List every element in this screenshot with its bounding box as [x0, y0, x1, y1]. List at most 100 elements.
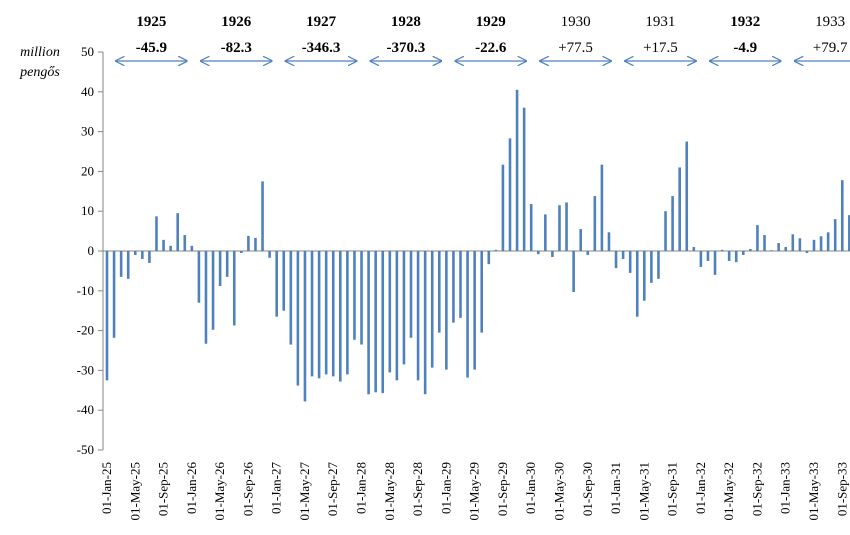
bar — [621, 251, 625, 259]
bar — [466, 251, 469, 378]
bar — [756, 225, 759, 251]
bar — [678, 167, 681, 251]
year-label: 1932 — [730, 14, 760, 30]
bar — [657, 251, 660, 279]
y-tick-label: -30 — [77, 362, 94, 377]
bar — [452, 251, 455, 323]
bar — [119, 251, 123, 277]
bar — [494, 249, 498, 251]
bar — [473, 251, 476, 370]
bar — [268, 251, 271, 258]
bar — [112, 251, 116, 338]
bar — [607, 232, 611, 251]
x-tick-label: 01-Sep-26 — [240, 462, 255, 517]
bar — [600, 164, 604, 251]
bar — [480, 251, 484, 333]
x-tick-label: 01-Jan-33 — [778, 462, 793, 514]
x-tick-label: 01-May-26 — [212, 462, 227, 521]
bar — [833, 219, 837, 251]
x-tick-label: 01-Sep-28 — [410, 462, 425, 516]
bar — [133, 251, 137, 255]
x-tick-label: 01-Sep-30 — [580, 462, 595, 516]
bar — [388, 251, 392, 373]
bar — [275, 251, 278, 317]
bar — [409, 251, 413, 338]
bar — [840, 180, 844, 251]
bar — [558, 205, 561, 251]
year-label: 1925 — [136, 14, 166, 30]
bar — [197, 251, 201, 303]
bar — [650, 251, 653, 283]
bar — [692, 247, 696, 251]
x-tick-label: 01-Jan-27 — [269, 462, 284, 514]
bar — [289, 251, 293, 345]
x-tick-label: 01-Sep-29 — [495, 462, 510, 516]
bar — [430, 251, 434, 368]
y-tick-label: 30 — [81, 124, 94, 139]
bar — [643, 251, 646, 301]
year-total: -22.6 — [475, 40, 507, 56]
year-label: 1928 — [391, 14, 421, 30]
bar — [423, 251, 427, 395]
bar — [339, 251, 342, 382]
y-tick-label: 0 — [88, 243, 95, 258]
bar — [501, 164, 505, 251]
bar — [240, 251, 243, 253]
bar — [515, 89, 519, 251]
y-tick-label: -50 — [77, 442, 94, 457]
y-tick-label: -10 — [77, 283, 94, 298]
x-tick-label: 01-Sep-32 — [749, 462, 764, 516]
year-total: +17.5 — [643, 40, 678, 56]
bar — [508, 138, 512, 251]
bar — [635, 251, 639, 317]
bar — [155, 216, 158, 251]
x-tick-label: 01-Jan-32 — [693, 462, 708, 514]
bar — [148, 251, 151, 263]
bar — [544, 214, 547, 251]
bar — [282, 251, 286, 311]
bar — [487, 251, 491, 265]
x-tick-label: 01-Jan-25 — [99, 462, 114, 514]
bar — [727, 251, 731, 261]
bar — [310, 251, 314, 377]
bar — [848, 215, 850, 251]
year-label: 1931 — [645, 14, 675, 30]
bar — [536, 251, 540, 255]
bar — [211, 251, 215, 330]
bar — [141, 251, 144, 259]
bar — [699, 251, 703, 267]
bar — [402, 251, 406, 365]
bar — [777, 243, 780, 251]
bar — [529, 204, 533, 251]
x-tick-label: 01-May-30 — [551, 462, 566, 521]
bar — [614, 251, 618, 269]
year-total: +79.7 — [813, 40, 848, 56]
y-tick-label: 40 — [81, 84, 94, 99]
y-tick-label: 20 — [81, 163, 94, 178]
x-tick-label: 01-Sep-25 — [156, 462, 171, 516]
bar — [183, 235, 187, 251]
bar — [522, 107, 526, 251]
x-tick-label: 01-Jan-30 — [523, 462, 538, 514]
bar — [685, 141, 689, 251]
bar — [586, 251, 590, 255]
bar — [360, 251, 363, 345]
bar — [381, 251, 385, 394]
bar — [416, 251, 420, 381]
x-tick-label: 01-Jan-31 — [608, 462, 623, 514]
bar — [784, 247, 788, 251]
bar — [445, 251, 448, 370]
y-axis-label: pengős — [19, 65, 60, 80]
y-axis-label: million — [20, 45, 60, 60]
bar — [225, 251, 229, 277]
x-tick-label: 01-May-25 — [127, 462, 142, 521]
x-tick-label: 01-May-31 — [636, 462, 651, 521]
bar — [706, 251, 710, 261]
x-tick-label: 01-Jan-28 — [354, 462, 369, 514]
bar — [331, 251, 335, 377]
bar — [218, 251, 222, 287]
year-label: 1930 — [561, 14, 591, 30]
x-tick-label: 01-May-29 — [467, 462, 482, 521]
x-tick-label: 01-May-28 — [382, 462, 397, 521]
